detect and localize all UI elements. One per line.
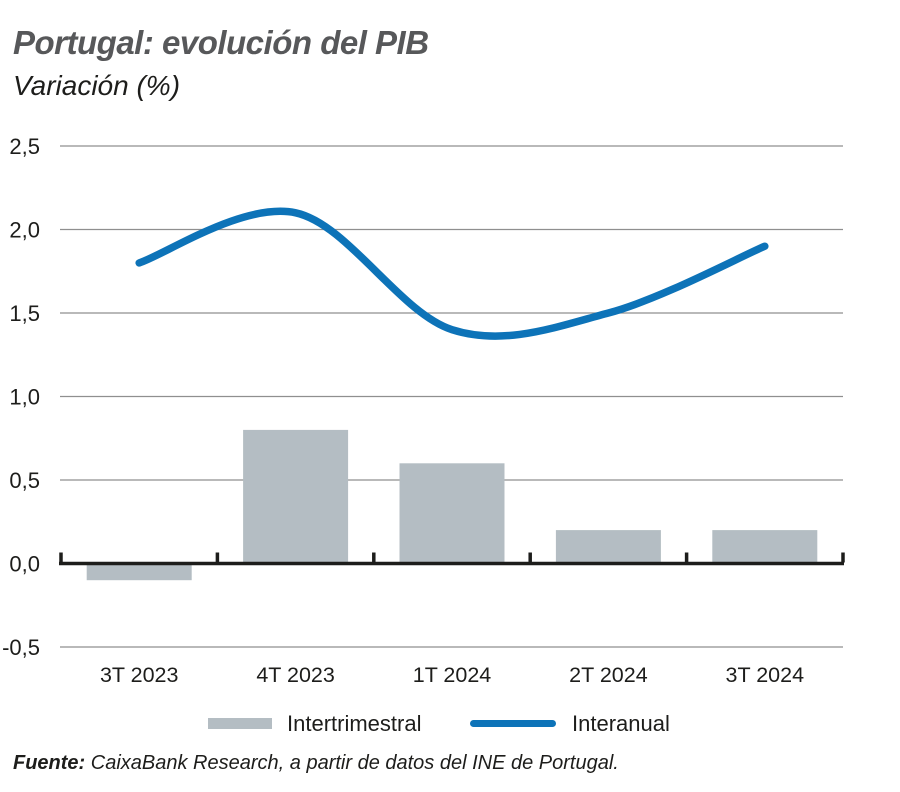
bar xyxy=(243,429,349,564)
chart-legend: Intertrimestral Interanual xyxy=(0,711,900,739)
legend-bar-label: Intertrimestral xyxy=(287,711,422,736)
x-tick-label: 3T 2023 xyxy=(100,663,179,687)
y-tick-label: 2,5 xyxy=(9,134,40,159)
legend-line-label: Interanual xyxy=(572,711,670,736)
chart-subtitle: Variación (%) xyxy=(13,70,181,101)
y-tick-label: 0,0 xyxy=(9,552,40,577)
legend-bar-swatch xyxy=(208,718,272,729)
source-text: CaixaBank Research, a partir de datos de… xyxy=(90,752,619,774)
bar xyxy=(712,530,818,564)
y-tick-label: 1,5 xyxy=(9,301,40,326)
x-tick-label: 2T 2024 xyxy=(569,663,648,687)
chart-title: Portugal: evolución del PIB xyxy=(13,24,429,61)
y-tick-label: 1,0 xyxy=(9,385,40,410)
plot-area: 2,5 2,0 1,5 1,0 0,5 0,0 -0,5 3T 2023 4T 2023 1T 2… xyxy=(2,134,845,687)
y-tick-label: -0,5 xyxy=(2,635,40,660)
bar xyxy=(86,563,192,581)
bar xyxy=(555,530,661,564)
x-tick-label: 4T 2023 xyxy=(256,663,335,687)
source-note: Fuente: CaixaBank Research, a partir de … xyxy=(13,752,619,775)
x-tick-label: 1T 2024 xyxy=(413,663,492,687)
y-tick-label: 0,5 xyxy=(9,468,40,493)
trend-line xyxy=(135,207,769,340)
y-tick-label: 2,0 xyxy=(9,218,40,243)
legend-line-swatch xyxy=(470,720,556,727)
bar xyxy=(399,463,505,564)
x-tick-label: 3T 2024 xyxy=(726,663,805,687)
source-label: Fuente: xyxy=(13,752,86,774)
